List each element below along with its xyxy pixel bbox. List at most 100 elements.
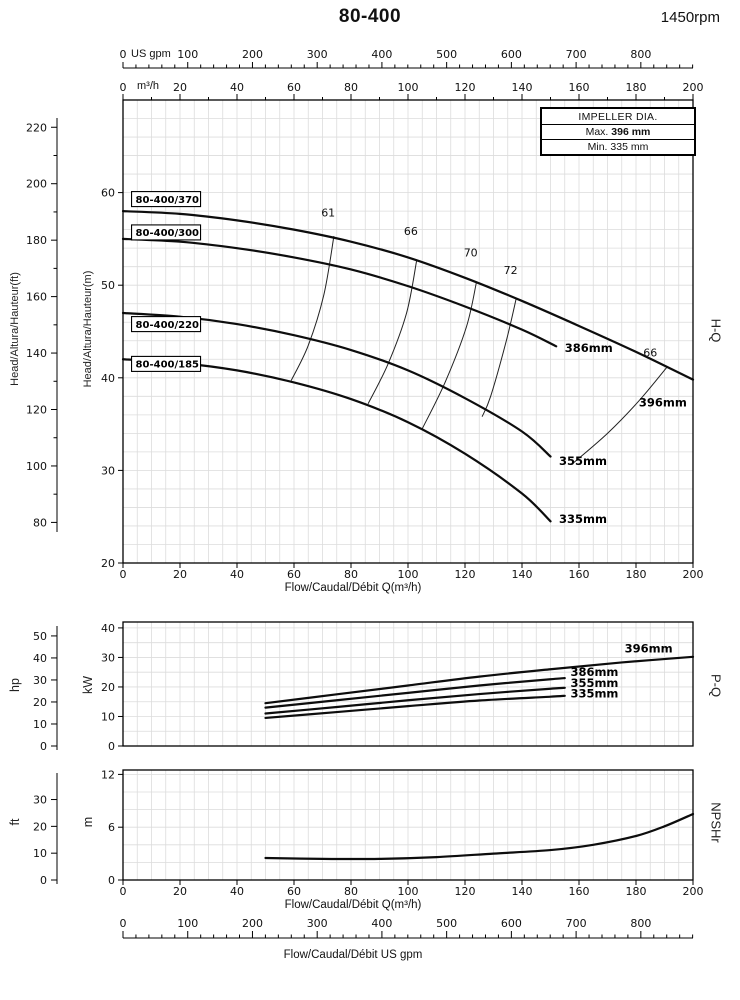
svg-text:600: 600 [501,917,522,930]
svg-text:80: 80 [344,568,358,581]
svg-text:20: 20 [33,696,47,709]
npshr-m-axis-label: m [81,816,95,828]
svg-text:66: 66 [643,347,657,360]
svg-text:40: 40 [101,622,115,635]
svg-text:40: 40 [101,372,115,385]
svg-text:355mm: 355mm [559,454,607,468]
svg-text:140: 140 [512,568,533,581]
svg-text:60: 60 [287,568,301,581]
svg-text:20: 20 [101,681,115,694]
svg-text:386mm: 386mm [565,341,613,355]
svg-text:120: 120 [455,568,476,581]
svg-text:60: 60 [287,885,301,898]
svg-text:10: 10 [101,710,115,723]
svg-text:200: 200 [242,917,263,930]
svg-text:30: 30 [33,674,47,687]
svg-text:355mm: 355mm [570,676,618,690]
svg-text:20: 20 [173,885,187,898]
svg-text:60: 60 [287,81,301,94]
head-m-axis-label: Head/Altura/Hauteur(m) [82,270,94,388]
svg-text:40: 40 [230,885,244,898]
svg-text:60: 60 [101,187,115,200]
svg-text:120: 120 [455,885,476,898]
svg-text:0: 0 [40,740,47,753]
svg-text:40: 40 [230,81,244,94]
svg-text:100: 100 [177,917,198,930]
svg-text:200: 200 [683,81,704,94]
svg-text:72: 72 [504,264,518,277]
svg-text:0: 0 [120,568,127,581]
svg-text:80: 80 [33,516,47,529]
svg-text:100: 100 [26,460,47,473]
svg-text:30: 30 [101,464,115,477]
svg-text:0: 0 [108,874,115,887]
impeller-max-label: Max. [585,126,609,138]
svg-text:396mm: 396mm [625,642,673,656]
svg-text:200: 200 [683,568,704,581]
svg-text:180: 180 [626,885,647,898]
svg-text:700: 700 [566,48,587,61]
svg-text:180: 180 [26,234,47,247]
svg-text:40: 40 [230,568,244,581]
svg-text:160: 160 [569,885,590,898]
svg-text:100: 100 [398,568,419,581]
hq-flow-axis-title: Flow/Caudal/Débit Q(m³/h) [284,582,422,594]
svg-text:160: 160 [569,568,590,581]
svg-text:0: 0 [120,885,127,898]
svg-text:0: 0 [120,81,127,94]
page-title: 80-400 [338,6,402,27]
svg-text:10: 10 [33,847,47,860]
svg-text:335mm: 335mm [559,512,607,526]
svg-text:12: 12 [101,768,115,781]
svg-text:100: 100 [177,48,198,61]
svg-text:700: 700 [566,917,587,930]
svg-text:80-400/185: 80-400/185 [136,360,200,371]
svg-text:40: 40 [33,652,47,665]
svg-text:300: 300 [307,917,328,930]
svg-text:220: 220 [26,121,47,134]
svg-text:140: 140 [512,885,533,898]
svg-text:200: 200 [683,885,704,898]
impeller-max-row: Max. 396 mm [542,125,694,140]
impeller-max-value: 396 mm [611,126,651,138]
svg-text:66: 66 [404,225,418,238]
svg-text:300: 300 [307,48,328,61]
svg-text:335mm: 335mm [570,687,618,701]
svg-text:100: 100 [398,81,419,94]
svg-text:80-400/300: 80-400/300 [136,228,200,239]
svg-text:100: 100 [398,885,419,898]
impeller-dia-box: IMPELLER DIA. Max. 396 mm Min. 335 mm [540,107,696,156]
svg-text:6: 6 [108,821,115,834]
svg-text:50: 50 [101,279,115,292]
svg-text:386mm: 386mm [570,665,618,679]
svg-text:20: 20 [173,81,187,94]
impeller-min-row: Min. 335 mm [542,140,694,154]
svg-text:400: 400 [371,48,392,61]
impeller-min-value: 335 mm [610,141,649,153]
npshr-flow-axis-title: Flow/Caudal/Débit Q(m³/h) [284,899,422,911]
svg-text:800: 800 [630,917,651,930]
svg-text:0: 0 [120,48,127,61]
top-usgpm-unit-label: US gpm [131,48,171,60]
svg-text:61: 61 [321,207,335,220]
svg-text:70: 70 [464,246,478,259]
svg-text:80-400/370: 80-400/370 [136,195,200,206]
impeller-dia-title: IMPELLER DIA. [542,109,694,125]
svg-text:80-400/220: 80-400/220 [136,320,200,331]
bottom-gpm-axis-title: Flow/Caudal/Débit US gpm [283,949,423,961]
svg-text:0: 0 [120,917,127,930]
svg-text:120: 120 [26,404,47,417]
head-ft-axis-label: Head/Altura/Hauteur(ft) [9,272,21,386]
npshr-ft-axis-label: ft [8,818,22,826]
top-m3h-unit-label: m³/h [137,80,159,92]
svg-text:120: 120 [455,81,476,94]
rpm-label: 1450rpm [660,9,720,26]
svg-text:500: 500 [436,917,457,930]
npshr-section-label: NPSHr [708,802,724,843]
svg-text:396mm: 396mm [639,396,687,410]
svg-text:140: 140 [26,347,47,360]
impeller-min-label: Min. [587,141,608,153]
svg-text:180: 180 [626,81,647,94]
svg-text:80: 80 [344,81,358,94]
svg-text:200: 200 [242,48,263,61]
